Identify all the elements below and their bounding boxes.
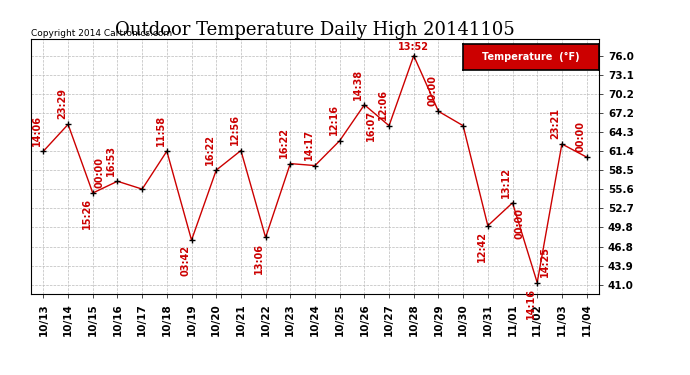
Text: 15:26: 15:26 [81, 198, 92, 229]
Text: 16:22: 16:22 [205, 134, 215, 165]
Text: 23:21: 23:21 [551, 108, 561, 139]
Text: 23:29: 23:29 [57, 88, 67, 119]
Text: 12:42: 12:42 [477, 231, 486, 262]
Title: Outdoor Temperature Daily High 20141105: Outdoor Temperature Daily High 20141105 [115, 21, 515, 39]
Text: 16:07: 16:07 [366, 110, 375, 141]
Text: 13:52: 13:52 [398, 42, 429, 52]
Text: 16:22: 16:22 [279, 128, 289, 158]
Text: 13:06: 13:06 [255, 243, 264, 274]
Text: 14:25: 14:25 [540, 246, 550, 278]
Text: 14:17: 14:17 [304, 129, 314, 160]
Text: 12:16: 12:16 [328, 105, 338, 135]
Text: 00:00: 00:00 [94, 157, 104, 188]
Text: 00:00: 00:00 [575, 121, 585, 152]
Text: 13:12: 13:12 [501, 166, 511, 198]
Text: 11:58: 11:58 [156, 115, 166, 146]
Text: 12:56: 12:56 [230, 114, 239, 145]
Text: 00:00: 00:00 [515, 208, 525, 239]
Text: 00:00: 00:00 [427, 75, 437, 106]
Text: 16:53: 16:53 [106, 145, 116, 176]
Text: 12:06: 12:06 [378, 90, 388, 120]
Text: 03:42: 03:42 [180, 245, 190, 276]
Text: 14:38: 14:38 [353, 68, 363, 99]
Text: Copyright 2014 Cartronics.com: Copyright 2014 Cartronics.com [31, 28, 172, 38]
Text: 14:06: 14:06 [32, 115, 42, 146]
Text: 14:16: 14:16 [526, 288, 536, 319]
